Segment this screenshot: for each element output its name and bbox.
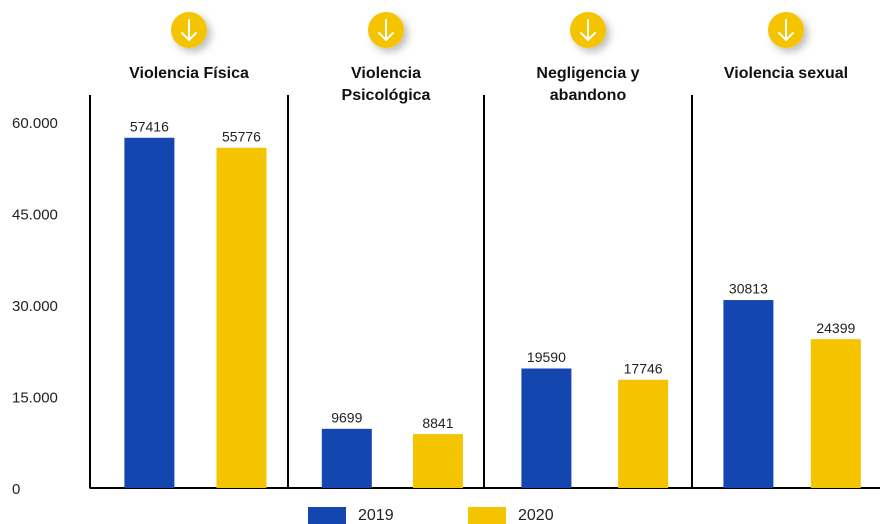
- legend-label: 2019: [358, 507, 394, 524]
- legend-swatch: [308, 507, 346, 524]
- bar: [216, 147, 267, 488]
- y-tick-label: 0: [12, 481, 20, 498]
- category-label: Violencia Física: [129, 65, 249, 82]
- y-tick-label: 15.000: [12, 389, 58, 406]
- y-tick-label: 45.000: [12, 206, 58, 223]
- arrow-icon: [171, 12, 207, 48]
- arrow-icon: [768, 12, 804, 48]
- arrow: [181, 19, 197, 42]
- y-tick-label: 30.000: [12, 298, 58, 315]
- bar: [521, 368, 572, 488]
- value-label: 24399: [816, 320, 855, 336]
- bar: [124, 137, 175, 489]
- value-label: 8841: [422, 415, 453, 431]
- arrow: [778, 19, 794, 42]
- arrow-icon: [570, 12, 606, 48]
- legend-swatch: [468, 507, 506, 524]
- bar: [618, 379, 669, 488]
- bar: [321, 428, 372, 488]
- bar: [723, 300, 774, 488]
- bar: [810, 339, 861, 488]
- value-label: 55776: [222, 128, 261, 144]
- value-label: 17746: [624, 360, 663, 376]
- value-label: 19590: [527, 349, 566, 365]
- value-label: 9699: [331, 410, 362, 426]
- legend-label: 2020: [518, 507, 554, 524]
- arrow: [378, 19, 394, 42]
- category-label: Violencia Psicológica: [341, 65, 431, 104]
- category-label: Negligencia y abandono: [536, 65, 640, 104]
- category-label: Violencia sexual: [723, 65, 849, 82]
- arrow: [580, 19, 596, 42]
- arrow-icon: [368, 12, 404, 48]
- value-label: 57416: [130, 118, 169, 134]
- value-label: 30813: [729, 281, 768, 297]
- bar: [412, 434, 463, 488]
- y-tick-label: 60.000: [12, 115, 58, 132]
